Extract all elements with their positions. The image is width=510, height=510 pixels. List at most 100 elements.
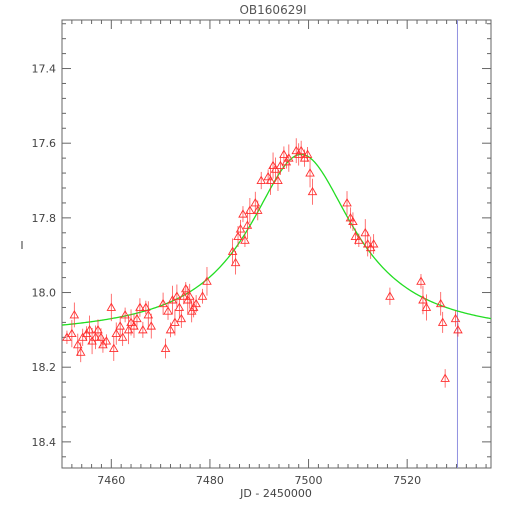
data-point (256, 171, 266, 190)
x-tick-label: 7460 (97, 474, 125, 487)
data-point (227, 238, 238, 265)
triangle-marker (73, 339, 83, 349)
data-point (93, 319, 103, 341)
triangle-marker (84, 324, 95, 334)
x-tick-label: 7520 (393, 474, 421, 487)
triangle-marker (197, 291, 208, 300)
data-point (440, 369, 450, 388)
triangle-marker (385, 291, 395, 300)
data-point (109, 336, 119, 361)
data-point (284, 144, 294, 172)
triangle-marker (120, 310, 130, 319)
data-point (98, 336, 108, 353)
data-point (385, 287, 395, 305)
data-point (279, 146, 289, 163)
data-point (176, 309, 187, 328)
data-point (307, 178, 318, 205)
data-point (75, 342, 86, 363)
data-point (165, 322, 176, 338)
y-tick-label: 18.0 (32, 287, 57, 300)
data-point (435, 291, 446, 316)
triangle-marker (296, 145, 306, 155)
x-axis-label: JD - 2450000 (239, 487, 312, 500)
data-point (160, 338, 171, 359)
triangle-marker (242, 220, 253, 229)
triangle-marker (302, 149, 313, 158)
data-point (115, 316, 125, 337)
triangle-marker (233, 231, 243, 240)
y-tick-label: 18.2 (32, 361, 57, 374)
plot-frame (61, 19, 492, 469)
data-point (235, 219, 246, 239)
data-points (62, 20, 491, 468)
data-point (421, 294, 432, 321)
triangle-marker (418, 295, 428, 304)
triangle-marker (230, 257, 241, 267)
data-point (174, 296, 185, 318)
data-point (111, 322, 122, 345)
data-point (143, 301, 154, 329)
data-point (135, 298, 145, 317)
triangle-marker (416, 276, 426, 285)
data-point (67, 319, 77, 348)
data-point (305, 158, 315, 188)
triangle-marker (256, 175, 266, 184)
triangle-marker (184, 291, 195, 300)
x-tick-label: 7480 (196, 474, 224, 487)
triangle-marker (90, 332, 101, 341)
triangle-marker (362, 239, 373, 248)
triangle-marker (450, 313, 461, 323)
triangle-marker (440, 373, 450, 382)
triangle-marker (132, 313, 142, 323)
y-tick-label: 18.4 (32, 436, 57, 449)
data-point (242, 211, 253, 240)
data-point (291, 138, 301, 164)
data-point (73, 333, 83, 356)
triangle-marker (179, 291, 189, 300)
triangle-marker (117, 332, 128, 341)
data-point (416, 273, 426, 289)
triangle-marker (191, 298, 201, 308)
x-tick-label: 7500 (295, 474, 323, 487)
triangle-marker (143, 310, 154, 319)
triangle-marker (345, 212, 356, 222)
triangle-marker (435, 298, 446, 308)
triangle-marker (141, 302, 151, 311)
data-point (360, 219, 371, 247)
triangle-marker (115, 321, 125, 330)
data-point (69, 302, 80, 328)
triangle-marker (350, 231, 361, 240)
triangle-marker (109, 343, 119, 352)
triangle-marker (146, 321, 157, 330)
data-point (265, 166, 276, 195)
data-point (302, 147, 313, 162)
triangle-marker (252, 205, 263, 214)
triangle-marker (75, 347, 86, 356)
data-point (348, 212, 358, 231)
triangle-marker (111, 328, 122, 338)
data-point (197, 288, 208, 304)
triangle-marker (307, 186, 318, 196)
data-point (106, 293, 117, 322)
triangle-marker (421, 302, 432, 311)
triangle-marker (291, 145, 301, 155)
data-point (84, 315, 95, 345)
data-point (129, 314, 139, 338)
triangle-marker (348, 216, 358, 226)
triangle-marker (342, 198, 352, 207)
triangle-marker (160, 343, 171, 352)
axis-ticks (62, 20, 491, 468)
triangle-marker (360, 227, 371, 237)
data-point (146, 313, 157, 339)
triangle-marker (368, 239, 379, 248)
data-point (117, 328, 128, 346)
data-point (101, 334, 112, 348)
data-point (138, 321, 148, 338)
data-point (240, 233, 250, 247)
triangle-marker (138, 324, 148, 334)
triangle-marker (245, 205, 255, 214)
triangle-marker (227, 246, 238, 255)
triangle-marker (174, 302, 185, 311)
data-point (163, 302, 173, 320)
triangle-marker (101, 336, 112, 345)
